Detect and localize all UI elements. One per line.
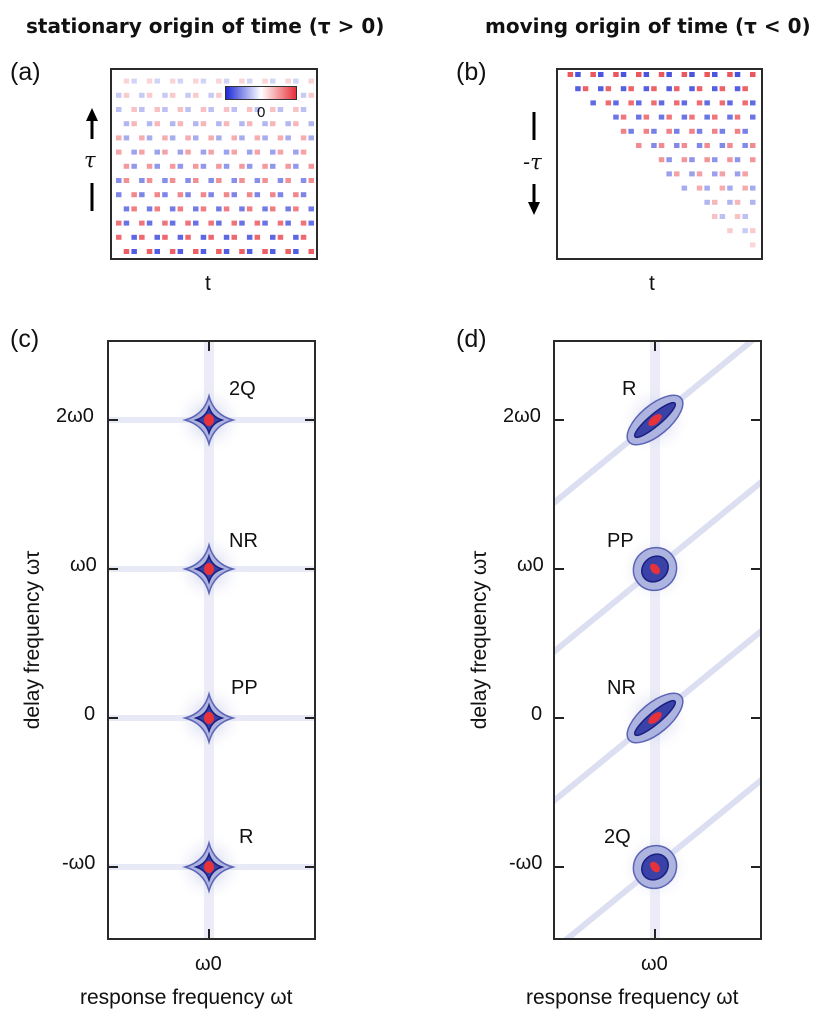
- panel-d-xtick-w0: ω0: [641, 953, 668, 975]
- panel-d-spectrum: [555, 342, 760, 938]
- panel-d-ytick-w0: ω0: [517, 554, 544, 576]
- colorbar-zero-label: 0: [257, 104, 266, 121]
- panel-c-xtick-w0: ω0: [195, 953, 222, 975]
- title-right: moving origin of time (τ < 0): [485, 14, 811, 38]
- panel-b-plot: [556, 68, 763, 260]
- peak-c-nr: NR: [229, 530, 258, 552]
- panel-c-ytick-w0: ω0: [70, 554, 97, 576]
- panel-c-spectrum: [109, 342, 314, 938]
- panel-d-ylabel: delay frequency ωτ: [468, 550, 491, 730]
- panel-d-plot: [553, 340, 762, 940]
- panel-c-ytick-2w0: 2ω0: [56, 405, 94, 427]
- peak-d-r: R: [622, 378, 637, 400]
- panel-d-ytick-2w0: 2ω0: [503, 405, 541, 427]
- panel-c-label: (c): [10, 325, 40, 353]
- panel-a-label: (a): [10, 58, 41, 86]
- panel-c-ytick-0: 0: [84, 703, 96, 725]
- panel-c-plot: [107, 340, 316, 940]
- peak-d-2q: 2Q: [604, 826, 631, 848]
- panel-a-plot: 0: [110, 68, 318, 260]
- panel-b-heatmap: [567, 72, 756, 248]
- peak-c-2q: 2Q: [229, 378, 256, 400]
- panel-d-label: (d): [456, 325, 487, 353]
- panel-a-heatmap: [116, 78, 314, 254]
- panel-b-label: (b): [456, 58, 487, 86]
- peak-c-r: R: [239, 826, 254, 848]
- panel-c-xlabel: response frequency ωt: [80, 986, 293, 1009]
- panel-d-ytick-neg-w0: -ω0: [509, 852, 543, 874]
- panel-a-ylabel: τ: [84, 148, 96, 172]
- tau-down-arrow-icon: [528, 112, 540, 215]
- peak-d-pp: PP: [607, 530, 634, 552]
- peak-c-pp: PP: [231, 677, 258, 699]
- tau-up-arrow-icon: [86, 108, 98, 211]
- panel-b-xlabel: t: [649, 272, 655, 295]
- panel-c-ytick-neg-w0: -ω0: [62, 852, 96, 874]
- panel-a-xlabel: t: [205, 272, 211, 295]
- title-left: stationary origin of time (τ > 0): [26, 14, 385, 38]
- panel-d-ytick-0: 0: [531, 703, 543, 725]
- panel-c-ylabel: delay frequency ωτ: [21, 550, 44, 730]
- panel-d-xlabel: response frequency ωt: [526, 986, 739, 1009]
- colorbar: [225, 86, 297, 100]
- peak-d-nr: NR: [607, 677, 636, 699]
- panel-b-ylabel: -τ: [523, 150, 542, 174]
